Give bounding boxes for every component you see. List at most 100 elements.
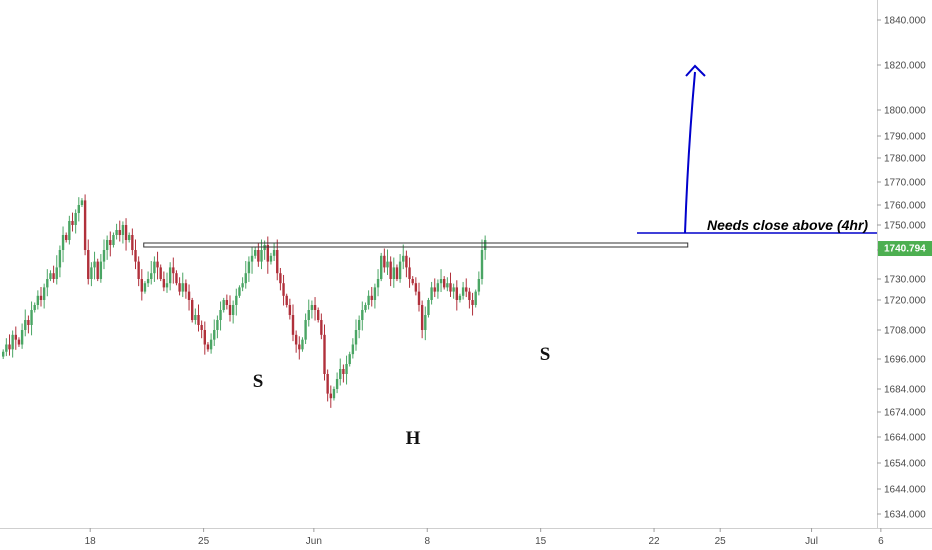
candle-body	[90, 267, 93, 279]
y-tick-label: 1664.000	[884, 433, 926, 444]
x-tick-label: 25	[715, 536, 727, 547]
candle-body	[402, 255, 405, 262]
candle-body	[383, 255, 386, 268]
candle-body	[55, 267, 58, 279]
candle-body	[430, 287, 433, 300]
candle-body	[216, 320, 219, 330]
candle-body	[134, 250, 137, 262]
x-tick-label: 25	[198, 536, 210, 547]
candle-body	[14, 334, 17, 340]
candle-body	[398, 261, 402, 279]
candle-body	[156, 261, 159, 268]
candle-body	[452, 287, 455, 292]
candle-body	[405, 255, 408, 268]
candle-body	[219, 310, 222, 320]
y-tick-label: 1634.000	[884, 510, 926, 521]
candle-body	[222, 300, 225, 310]
candle-body	[33, 305, 36, 310]
candle-body	[241, 283, 244, 288]
y-tick-label: 1696.000	[884, 355, 926, 366]
price-axis: 1634.000 1644.000 1654.000 1664.000 1674.000…	[877, 0, 926, 528]
candle-body	[17, 339, 21, 345]
y-tick-label: 1840.000	[884, 16, 926, 27]
candle-body	[105, 240, 109, 250]
candle-body	[96, 261, 99, 279]
candle-body	[172, 267, 175, 274]
left-shoulder-label: S	[253, 371, 264, 392]
last-price-tag-value: 1740.794	[884, 244, 926, 255]
arrow-head	[685, 64, 706, 77]
candle-body	[24, 320, 27, 330]
candle-body	[159, 267, 162, 279]
arrow-shaft	[684, 71, 696, 234]
candle-body	[115, 230, 118, 235]
candle-body	[137, 261, 140, 279]
y-tick-label: 1790.000	[884, 132, 926, 143]
candle-body	[71, 221, 74, 225]
candle-body	[235, 295, 238, 305]
candle-body	[213, 330, 216, 340]
candle-body	[231, 305, 235, 315]
last-price-tag-bg	[878, 241, 932, 257]
candle-body	[36, 295, 40, 305]
time-axis: 18 25 Jun 8 15 22 25 Jul 6	[0, 528, 932, 547]
candle-body	[339, 369, 342, 379]
candle-body	[200, 325, 203, 330]
candle-body	[433, 287, 436, 292]
candle-body	[102, 250, 106, 262]
candle-body	[112, 235, 115, 245]
candle-body	[386, 261, 389, 268]
candle-body	[373, 287, 377, 300]
candle-body	[178, 283, 181, 292]
x-tick-label: 22	[648, 536, 660, 547]
candle-body	[269, 255, 273, 262]
candle-body	[364, 305, 367, 310]
candle-body	[58, 250, 62, 268]
candle-body	[276, 250, 279, 274]
candle-body	[247, 261, 251, 274]
y-tick-label: 1730.000	[884, 275, 926, 286]
candle-body	[335, 379, 339, 389]
candle-body	[461, 287, 465, 296]
candle-body	[5, 344, 8, 352]
candle-body	[74, 213, 77, 225]
candle-body	[175, 273, 178, 284]
pattern-labels: S H S Needs close above (4hr)	[253, 217, 869, 449]
candle-body	[228, 305, 232, 315]
candle-body	[77, 205, 80, 213]
candle-body	[380, 255, 383, 279]
candle-body	[483, 240, 487, 250]
x-tick-label: 15	[535, 536, 547, 547]
candle-body	[124, 225, 128, 240]
x-tick-label: 18	[85, 536, 97, 547]
projection-arrow	[684, 64, 706, 234]
candle-body	[361, 310, 364, 320]
candle-body	[150, 273, 153, 279]
y-tick-label: 1720.000	[884, 296, 926, 307]
candle-body	[332, 389, 336, 399]
candle-body	[162, 279, 166, 288]
candle-body	[61, 235, 65, 250]
candle-body	[168, 267, 172, 284]
candle-body	[203, 330, 206, 345]
y-tick-label: 1770.000	[884, 178, 926, 189]
candle-body	[480, 250, 484, 279]
candle-body	[65, 235, 68, 240]
candle-body	[165, 283, 169, 288]
candle-body	[254, 250, 257, 256]
candle-body	[329, 393, 332, 399]
candle-body	[458, 295, 462, 300]
candle-body	[121, 225, 125, 235]
x-tick-label: 6	[878, 536, 884, 547]
candle-body	[395, 267, 399, 279]
candle-body	[414, 283, 418, 292]
candle-body	[140, 279, 143, 292]
candle-body	[408, 267, 411, 279]
candle-body	[354, 330, 358, 345]
candle-body	[68, 221, 71, 240]
candle-body	[197, 315, 200, 325]
y-tick-label: 1644.000	[884, 485, 926, 496]
candle-body	[27, 320, 30, 325]
candle-body	[260, 250, 263, 262]
